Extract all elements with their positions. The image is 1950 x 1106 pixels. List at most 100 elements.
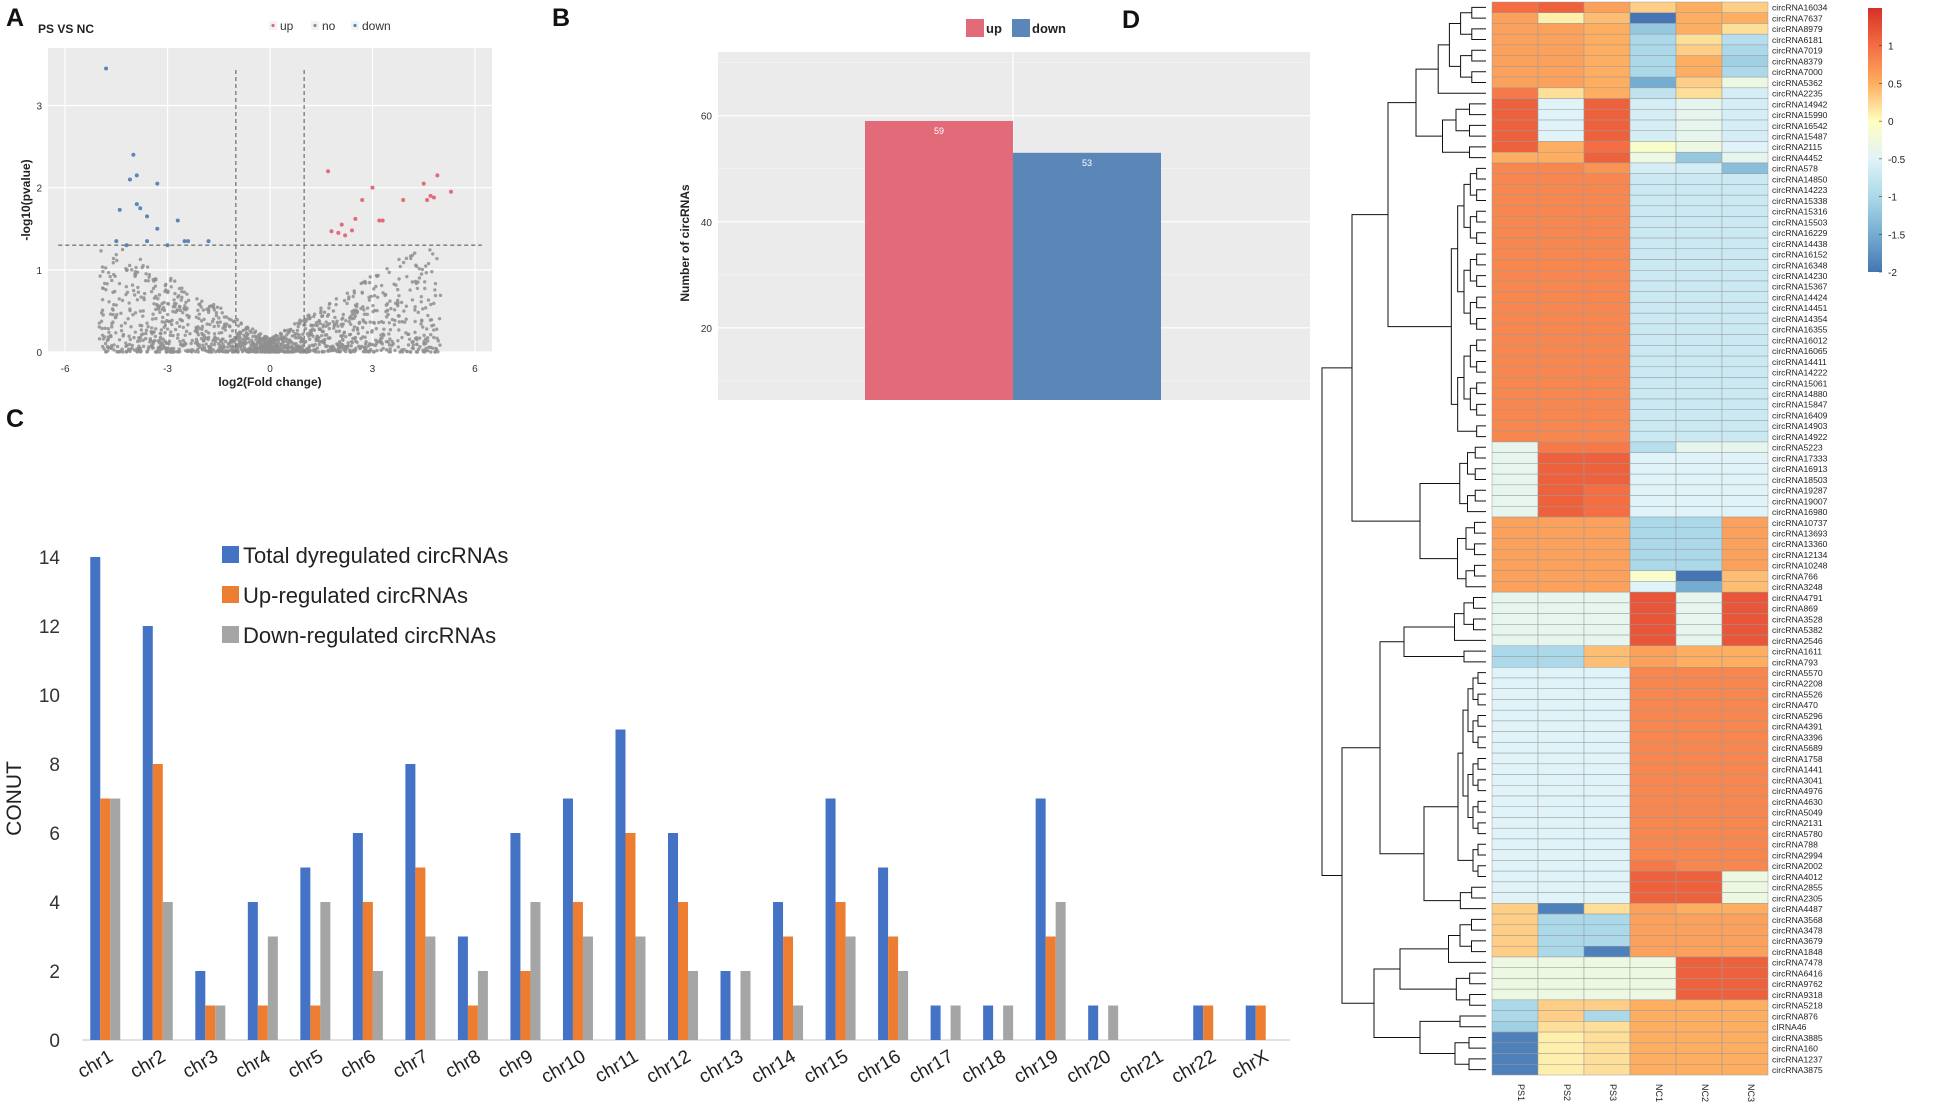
heatmap-cell: [1537, 44, 1585, 56]
dendrogram-branch: [1460, 55, 1472, 78]
dendrogram-branch: [1471, 886, 1486, 899]
no-change-point: [169, 322, 174, 327]
heatmap-cell: [1491, 473, 1539, 486]
no-change-point: [180, 343, 185, 348]
no-change-point: [223, 328, 228, 332]
no-change-point: [387, 270, 391, 275]
heatmap-cell: [1721, 227, 1769, 239]
heatmap-cell: [1675, 634, 1723, 647]
no-change-point: [179, 318, 183, 322]
y-tick-label: 8: [49, 755, 60, 776]
heatmap-cell: [1721, 752, 1769, 765]
heatmap-cell: [1537, 785, 1585, 797]
no-change-point: [127, 301, 131, 305]
no-change-point: [130, 343, 134, 348]
no-change-point: [428, 248, 432, 252]
heatmap-cell: [1583, 205, 1631, 217]
heatmap-cell: [1537, 259, 1585, 271]
heatmap-cell: [1675, 870, 1723, 883]
no-change-point: [296, 348, 300, 353]
no-change-point: [320, 340, 325, 344]
heatmap-cell: [1537, 699, 1585, 711]
heatmap-cell: [1491, 1031, 1539, 1044]
bar-chr16-2: [898, 971, 909, 1040]
dendrogram-branch: [1476, 253, 1486, 266]
heatmap-cell: [1675, 173, 1723, 185]
heatmap-cell: [1721, 731, 1769, 743]
no-change-point: [231, 338, 235, 342]
heatmap-cell: [1629, 548, 1677, 561]
heatmap-cell: [1629, 312, 1677, 325]
row-label: circRNA16913: [1772, 464, 1828, 474]
row-label: circRNA7478: [1772, 958, 1823, 968]
heatmap-cell: [1675, 312, 1723, 325]
heatmap-cell: [1537, 1053, 1585, 1065]
no-change-point: [424, 264, 428, 268]
no-change-point: [100, 286, 105, 290]
heatmap-cell: [1721, 463, 1769, 475]
heatmap-cell: [1537, 76, 1585, 89]
heatmap-cell: [1629, 645, 1677, 657]
down-point: [124, 243, 129, 248]
up-point: [435, 173, 440, 178]
no-change-point: [135, 298, 140, 302]
heatmap-cell: [1537, 345, 1585, 357]
heatmap-cell: [1675, 1, 1723, 13]
heatmap-cell: [1721, 98, 1769, 110]
no-change-point: [195, 297, 199, 301]
row-label: circRNA8379: [1772, 56, 1823, 66]
heatmap-cell: [1675, 570, 1723, 582]
heatmap-cell: [1721, 935, 1769, 947]
no-change-point: [396, 314, 401, 318]
row-label: circRNA3885: [1772, 1033, 1823, 1043]
row-label: circRNA3528: [1772, 614, 1823, 624]
y-axis-label: -log10(pvalue): [19, 159, 33, 240]
heatmap-cell: [1491, 452, 1539, 464]
heatmap-cell: [1537, 430, 1585, 443]
no-change-point: [417, 276, 422, 280]
heatmap-cell: [1629, 945, 1677, 958]
no-change-point: [365, 312, 370, 317]
no-change-point: [331, 309, 336, 313]
row-label: circRNA15061: [1772, 378, 1828, 388]
no-change-point: [348, 332, 353, 337]
no-change-point: [438, 293, 443, 298]
heatmap-cell: [1583, 302, 1631, 314]
heatmap-cell: [1675, 495, 1723, 507]
heatmap-cell: [1629, 913, 1677, 926]
no-change-point: [184, 342, 188, 346]
no-change-point: [432, 328, 436, 332]
dendrogram-branch: [1476, 403, 1486, 416]
no-change-point: [139, 328, 144, 332]
dendrogram-branch: [1459, 1015, 1486, 1028]
no-change-point: [172, 298, 176, 302]
heatmap-cell: [1537, 667, 1585, 679]
no-change-point: [404, 317, 408, 321]
heatmap-cell: [1491, 194, 1539, 207]
no-change-point: [114, 252, 118, 257]
heatmap-cell: [1675, 33, 1723, 46]
heatmap-cell: [1629, 388, 1677, 400]
heatmap-cell: [1721, 66, 1769, 78]
row-label: circRNA2208: [1772, 679, 1823, 689]
no-change-point: [355, 328, 360, 332]
no-change-point: [197, 312, 202, 316]
row-label: circRNA2235: [1772, 89, 1823, 99]
heatmap-cell: [1537, 506, 1585, 518]
heatmap-cell: [1537, 763, 1585, 775]
bar-chr8-2: [477, 971, 488, 1040]
no-change-point: [419, 294, 424, 299]
panel-label-b: B: [552, 4, 571, 32]
no-change-point: [222, 345, 227, 349]
no-change-point: [216, 324, 221, 328]
heatmap-cell: [1675, 377, 1723, 389]
y-tick-label: 10: [39, 686, 60, 707]
no-change-point: [384, 309, 388, 314]
no-change-point: [367, 280, 372, 285]
heatmap-cell: [1491, 119, 1539, 132]
no-change-point: [425, 327, 429, 331]
no-change-point: [429, 302, 433, 307]
heatmap-cell: [1537, 55, 1585, 67]
no-change-point: [159, 328, 164, 332]
dendrogram-branch: [1437, 44, 1486, 94]
